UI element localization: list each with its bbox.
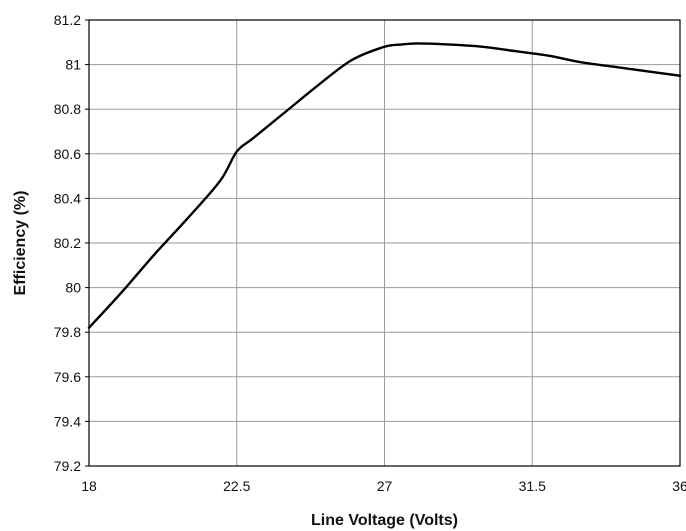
x-tick-label: 18 [81,478,97,494]
x-tick-labels: 18 22.5 27 31.5 36 [81,478,686,494]
y-tick-label: 80.6 [54,146,81,162]
plot-frame [88,19,681,467]
y-tick-label: 80.4 [54,190,81,206]
y-tick-label: 80 [65,280,81,296]
efficiency-series-line [87,42,682,329]
y-axis-title: Efficiency (%) [12,191,29,296]
x-tick-label: 22.5 [223,478,250,494]
grid-lines [85,19,681,467]
y-tick-label: 80.8 [54,101,81,117]
series-layer [87,42,682,329]
x-tick-label: 31.5 [519,478,546,494]
x-tick-label: 36 [672,478,686,494]
y-tick-label: 81.2 [54,12,81,28]
y-tick-label: 79.6 [54,369,81,385]
x-axis-title: Line Voltage (Volts) [311,512,458,529]
x-tick-label: 27 [377,478,393,494]
y-tick-label: 79.4 [54,413,81,429]
y-tick-label: 80.2 [54,235,81,251]
y-tick-label: 79.8 [54,324,81,340]
y-tick-label: 81 [65,57,81,73]
y-tick-label: 79.2 [54,458,81,474]
y-tick-labels: 79.2 79.4 79.6 79.8 80 80.2 80.4 80.6 80.8 81 81.2 [54,12,81,474]
